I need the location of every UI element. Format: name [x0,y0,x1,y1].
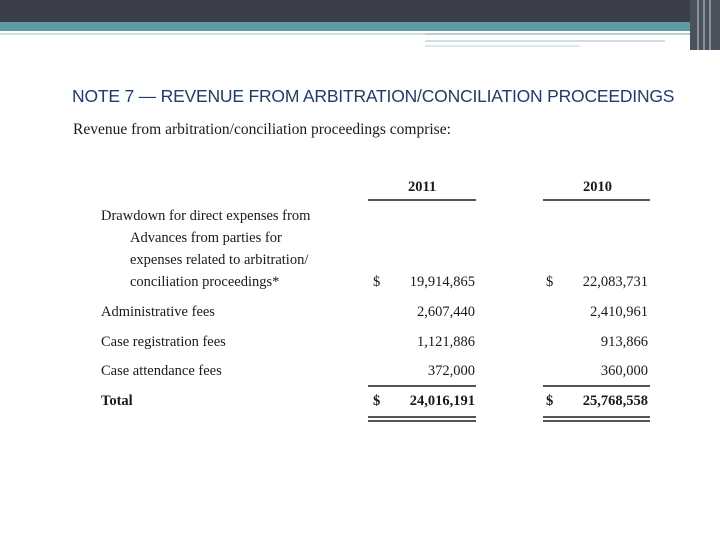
header-rule [425,33,720,35]
total-double-rule-2010 [543,420,650,422]
row-drawdown-label-line-1: Drawdown for direct expenses from [101,208,311,224]
header-corner-stripe [709,0,711,50]
note-title: NOTE 7 — REVENUE FROM ARBITRATION/CONCIL… [72,86,675,106]
note-intro: Revenue from arbitration/conciliation pr… [73,121,451,138]
header-rule [425,40,665,42]
header-corner-block [690,0,720,50]
subtotal-rule-2011 [368,385,476,387]
column-header-2011: 2011 [408,179,437,195]
header-accent-bar [0,22,720,31]
row-administrative-fees-value-2010: 2,410,961 [590,304,648,320]
row-case-registration-fees-value-2011: 1,121,886 [417,334,475,350]
row-case-attendance-fees-label: Case attendance fees [101,363,222,379]
header-corner-stripe [703,0,705,50]
header-rule [0,33,425,35]
row-total-value-2011: 24,016,191 [409,393,475,409]
row-drawdown-label-line-2: Advances from parties for [130,230,282,246]
column-header-rule-2011 [368,199,476,201]
total-double-rule-2011 [368,420,476,422]
row-case-registration-fees-value-2010: 913,866 [600,334,648,350]
header-corner-stripe [697,0,699,50]
row-drawdown-value-2010: 22,083,731 [582,274,648,290]
subtotal-rule-2010 [543,385,650,387]
total-double-rule-2010 [543,416,650,418]
header-rule [425,45,580,47]
row-total-value-2010: 25,768,558 [582,393,648,409]
row-case-attendance-fees-value-2010: 360,000 [600,363,648,379]
row-drawdown-currency-2010: $ [546,274,554,290]
row-administrative-fees-value-2011: 2,607,440 [417,304,475,320]
row-administrative-fees-label: Administrative fees [101,304,215,320]
row-drawdown-value-2011: 19,914,865 [409,274,475,290]
header-bar [0,0,720,22]
row-drawdown-currency-2011: $ [373,274,381,290]
total-double-rule-2011 [368,416,476,418]
row-total-currency-2010: $ [546,393,554,409]
row-case-registration-fees-label: Case registration fees [101,334,226,350]
row-total-label: Total [101,393,133,409]
row-drawdown-label-line-3: expenses related to arbitration/ [130,252,309,268]
row-case-attendance-fees-value-2011: 372,000 [427,363,475,379]
column-header-rule-2010 [543,199,650,201]
row-total-currency-2011: $ [373,393,381,409]
row-drawdown-label-line-4: conciliation proceedings* [130,274,280,290]
column-header-2010: 2010 [583,179,612,195]
